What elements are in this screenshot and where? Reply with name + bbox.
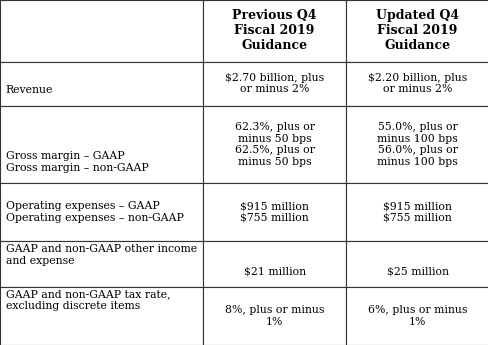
Text: 8%, plus or minus
1%: 8%, plus or minus 1% [224, 305, 324, 327]
Text: $915 million
$755 million: $915 million $755 million [240, 201, 308, 223]
Bar [346, 183, 488, 241]
Text: 62.3%, plus or
minus 50 bps
62.5%, plus or
minus 50 bps: 62.3%, plus or minus 50 bps 62.5%, plus … [234, 122, 314, 167]
Bar [0, 106, 203, 183]
Text: Previous Q4
Fiscal 2019
Guidance: Previous Q4 Fiscal 2019 Guidance [232, 9, 316, 52]
Bar [0, 287, 203, 345]
Bar [346, 241, 488, 287]
Text: 55.0%, plus or
minus 100 bps
56.0%, plus or
minus 100 bps: 55.0%, plus or minus 100 bps 56.0%, plus… [376, 122, 457, 167]
Bar [203, 106, 346, 183]
Bar [0, 0, 203, 62]
Bar [203, 183, 346, 241]
Text: $21 million: $21 million [243, 267, 305, 277]
Text: $915 million
$755 million: $915 million $755 million [383, 201, 451, 223]
Text: GAAP and non-GAAP other income
and expense: GAAP and non-GAAP other income and expen… [6, 244, 197, 266]
Text: 6%, plus or minus
1%: 6%, plus or minus 1% [367, 305, 467, 327]
Text: Operating expenses – GAAP
Operating expenses – non-GAAP: Operating expenses – GAAP Operating expe… [6, 201, 183, 223]
Bar [203, 62, 346, 106]
Text: Gross margin – GAAP
Gross margin – non-GAAP: Gross margin – GAAP Gross margin – non-G… [6, 151, 148, 173]
Bar [346, 0, 488, 62]
Text: Updated Q4
Fiscal 2019
Guidance: Updated Q4 Fiscal 2019 Guidance [375, 9, 458, 52]
Bar [203, 287, 346, 345]
Bar [346, 287, 488, 345]
Bar [346, 106, 488, 183]
Bar [0, 183, 203, 241]
Bar [0, 241, 203, 287]
Bar [346, 62, 488, 106]
Bar [203, 241, 346, 287]
Text: $25 million: $25 million [386, 267, 447, 277]
Bar [0, 62, 203, 106]
Text: Revenue: Revenue [6, 85, 53, 95]
Text: GAAP and non-GAAP tax rate,
excluding discrete items: GAAP and non-GAAP tax rate, excluding di… [6, 290, 170, 311]
Text: $2.20 billion, plus
or minus 2%: $2.20 billion, plus or minus 2% [367, 73, 466, 95]
Text: $2.70 billion, plus
or minus 2%: $2.70 billion, plus or minus 2% [224, 73, 324, 95]
Bar [203, 0, 346, 62]
